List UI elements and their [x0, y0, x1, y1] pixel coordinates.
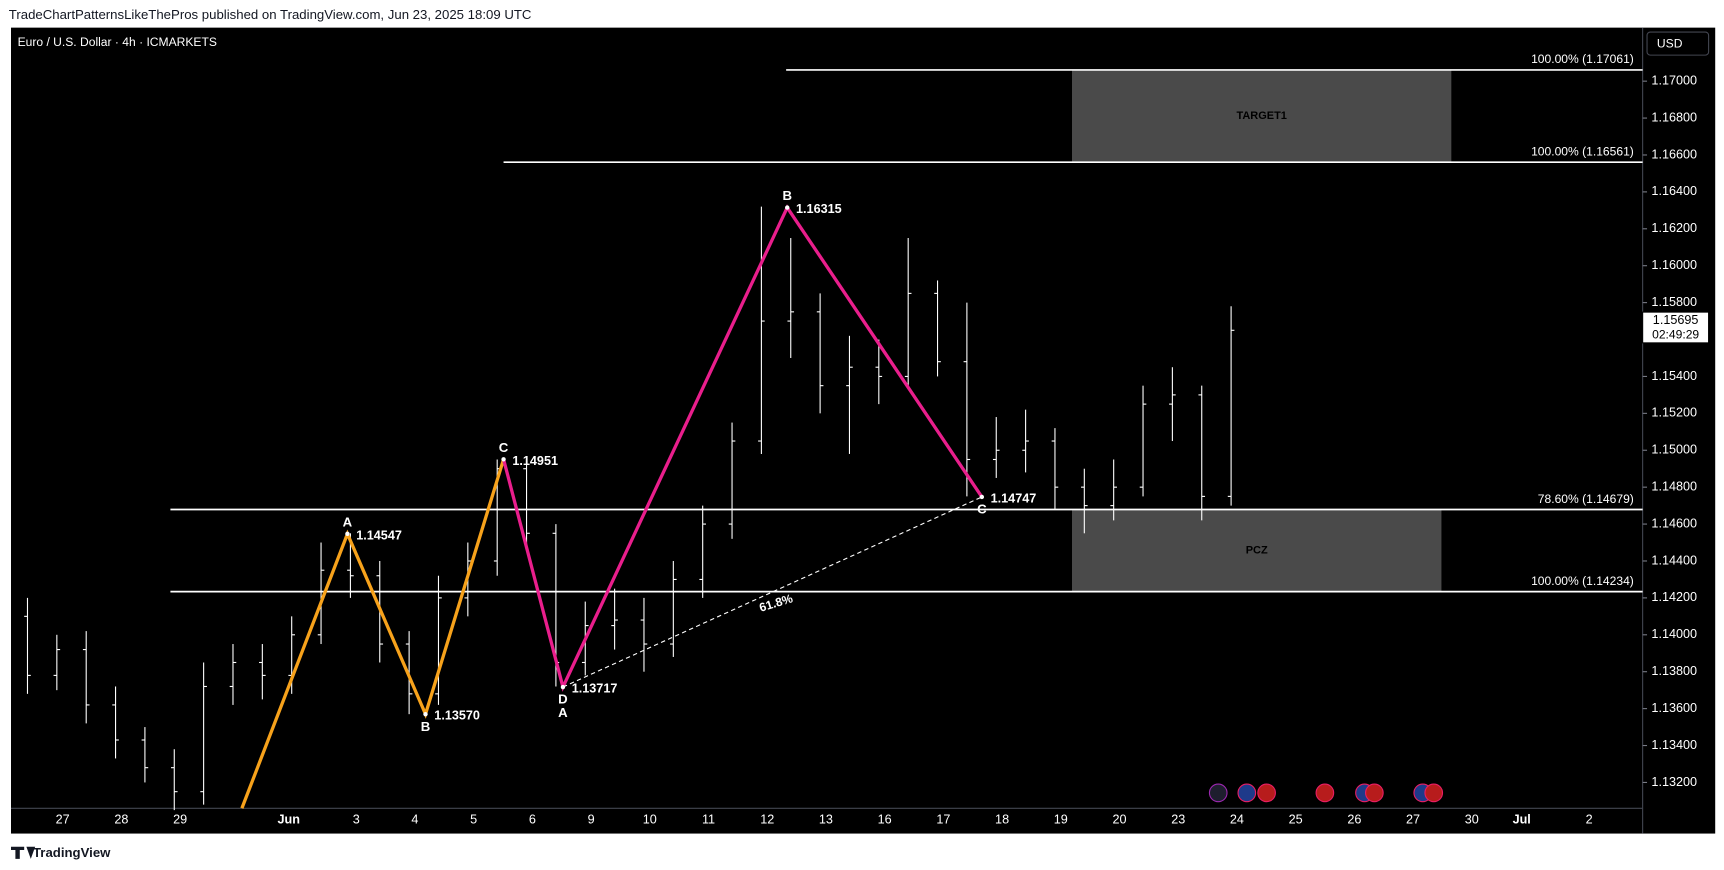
event-icon[interactable]: [1315, 783, 1335, 803]
pattern-point: [785, 205, 790, 210]
pattern-letter: C: [499, 440, 509, 455]
symbol-title: Euro / U.S. Dollar · 4h · ICMARKETS: [18, 35, 217, 49]
pattern-point: [979, 494, 985, 500]
y-tick-label: 1.14600: [1651, 516, 1697, 530]
x-tick-label: 20: [1112, 813, 1126, 827]
x-tick-label: 4: [411, 813, 418, 827]
x-tick-label: 6: [529, 813, 536, 827]
x-tick-label: 10: [643, 813, 657, 827]
x-tick-label: 27: [1406, 813, 1420, 827]
level-label: 100.00% (1.17061): [1531, 52, 1634, 66]
brand-name: TradingView: [33, 845, 111, 860]
level-label: 100.00% (1.16561): [1531, 144, 1634, 158]
x-tick-label: 30: [1465, 813, 1479, 827]
y-tick-label: 1.16600: [1651, 147, 1697, 161]
y-tick-label: 1.14000: [1651, 627, 1697, 641]
y-tick-label: 1.14800: [1651, 480, 1697, 494]
y-tick-label: 1.13800: [1651, 664, 1697, 678]
x-tick-label: 9: [588, 813, 595, 827]
level-label: 78.60% (1.14679): [1538, 492, 1634, 506]
currency-button[interactable]: [1646, 31, 1710, 56]
pattern-point: [423, 711, 428, 717]
pattern-point: [501, 457, 506, 462]
x-tick-label: 19: [1054, 813, 1068, 827]
x-tick-label: 3: [353, 813, 360, 827]
pattern-letter: A: [558, 705, 568, 720]
x-tick-label: 18: [995, 813, 1009, 827]
pattern-point: [345, 531, 350, 537]
x-tick-label: 24: [1230, 813, 1244, 827]
y-tick-label: 1.16400: [1651, 184, 1697, 198]
y-tick-label: 1.17000: [1651, 74, 1697, 88]
x-tick-label: 25: [1289, 813, 1303, 827]
event-icon[interactable]: [1237, 783, 1257, 803]
y-tick-label: 1.13600: [1651, 701, 1697, 715]
event-icon[interactable]: [1257, 783, 1276, 803]
x-tick-label: 11: [702, 813, 715, 827]
currency-label[interactable]: USD: [1657, 36, 1683, 50]
zone-label: PCZ: [1246, 544, 1268, 556]
pattern-line: [240, 458, 506, 809]
event-icon[interactable]: [1365, 783, 1384, 803]
pattern-line: [501, 204, 984, 692]
x-tick-label: 17: [936, 813, 950, 827]
x-tick-label: 23: [1171, 813, 1185, 827]
y-tick-label: 1.16200: [1651, 221, 1697, 235]
y-tick-label: 1.15400: [1651, 369, 1697, 383]
y-tick-label: 1.13200: [1651, 775, 1697, 789]
y-tick-label: 1.15200: [1651, 406, 1697, 420]
brand-logo: [10, 846, 36, 859]
y-tick-label: 1.16000: [1651, 258, 1697, 272]
pattern-letter: A: [343, 514, 353, 529]
pattern-price: 1.14951: [512, 454, 558, 468]
countdown-label: 02:49:29: [1652, 327, 1699, 341]
y-tick-label: 1.14200: [1651, 590, 1697, 604]
x-tick-label: 28: [114, 813, 128, 827]
x-tick-label: 27: [56, 813, 70, 827]
x-tick-label: 29: [173, 813, 187, 827]
y-tick-label: 1.13400: [1651, 738, 1697, 752]
pattern-price: 1.16315: [796, 202, 842, 216]
zone-label: TARGET1: [1236, 110, 1286, 122]
pattern-price: 1.13717: [572, 682, 618, 696]
zone-box: [1072, 69, 1452, 163]
event-icons: [1208, 783, 1444, 803]
x-tick-label: 5: [470, 813, 477, 827]
pattern-letter: B: [421, 719, 431, 734]
pattern-letter: B: [782, 188, 792, 203]
last-price-box: [1642, 311, 1710, 344]
x-tick-label: 2: [1586, 813, 1593, 827]
pattern-letter: C: [977, 502, 987, 517]
chart-area: [10, 27, 1716, 834]
x-tick-label: Jul: [1513, 813, 1531, 827]
y-tick-label: 1.15000: [1651, 443, 1697, 457]
pattern-price: 1.13570: [434, 709, 480, 723]
x-tick-label: 13: [819, 813, 833, 827]
pattern-point: [560, 684, 566, 690]
event-icon[interactable]: [1424, 783, 1444, 803]
x-tick-label: Jun: [277, 813, 299, 827]
zone-box: [1072, 509, 1442, 592]
y-tick-label: 1.14400: [1651, 553, 1697, 567]
event-icon[interactable]: [1208, 783, 1228, 803]
y-tick-label: 1.15800: [1651, 295, 1697, 309]
y-tick-label: 1.16800: [1651, 110, 1697, 124]
last-price-label: 1.15695: [1653, 313, 1699, 327]
x-tick-label: 12: [760, 813, 774, 827]
x-tick-label: 26: [1347, 813, 1361, 827]
level-label: 100.00% (1.14234): [1531, 574, 1634, 588]
x-tick-label: 16: [878, 813, 892, 827]
pattern-price: 1.14547: [356, 528, 402, 542]
publisher-line: TradeChartPatternsLikeThePros published …: [9, 7, 532, 22]
pattern-letter: D: [558, 692, 568, 707]
pattern-price: 1.14747: [991, 491, 1037, 505]
